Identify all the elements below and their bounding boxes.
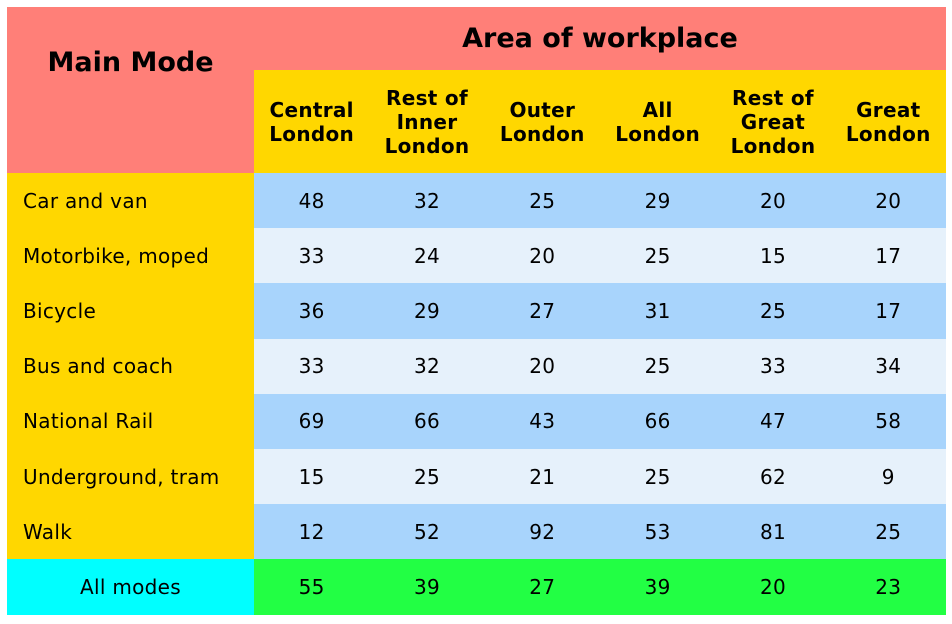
table-cell: 43 [484, 393, 600, 449]
data-table: Main Mode Area of workplace Central Lond… [7, 7, 946, 615]
table-cell: 25 [830, 504, 946, 560]
table-cell: 62 [715, 449, 831, 505]
table-cell: 33 [715, 338, 831, 394]
table-cell: 17 [830, 283, 946, 339]
table-cell: 17 [830, 228, 946, 284]
table-cell: 25 [715, 283, 831, 339]
row-label: Motorbike, moped [7, 228, 254, 284]
table-cell: 33 [254, 228, 370, 284]
total-cell: 23 [830, 559, 946, 615]
column-header: Rest of Inner London [369, 70, 485, 173]
table-cell: 20 [715, 173, 831, 229]
total-row-label: All modes [7, 559, 254, 615]
table-cell: 36 [254, 283, 370, 339]
table-cell: 33 [254, 338, 370, 394]
table-cell: 32 [369, 173, 485, 229]
table-cell: 29 [369, 283, 485, 339]
corner-label: Main Mode [47, 46, 214, 78]
table-cell: 69 [254, 393, 370, 449]
column-header: Great London [830, 70, 946, 173]
table-cell: 53 [599, 504, 716, 560]
row-label: Bicycle [7, 283, 254, 339]
total-cell: 55 [254, 559, 370, 615]
table-cell: 12 [254, 504, 370, 560]
total-cell: 20 [715, 559, 831, 615]
table-cell: 20 [830, 173, 946, 229]
table-cell: 9 [830, 449, 946, 505]
table-cell: 92 [484, 504, 600, 560]
table-cell: 32 [369, 338, 485, 394]
table-cell: 15 [715, 228, 831, 284]
table-cell: 25 [599, 338, 716, 394]
corner-header: Main Mode [7, 7, 254, 173]
table-cell: 15 [254, 449, 370, 505]
total-cell: 39 [599, 559, 716, 615]
group-header: Area of workplace [254, 7, 946, 70]
table-cell: 20 [484, 228, 600, 284]
row-label: Walk [7, 504, 254, 560]
table-cell: 52 [369, 504, 485, 560]
table-cell: 48 [254, 173, 370, 229]
table-cell: 31 [599, 283, 716, 339]
column-header: All London [599, 70, 716, 173]
table-cell: 29 [599, 173, 716, 229]
table-cell: 25 [599, 228, 716, 284]
table-cell: 24 [369, 228, 485, 284]
row-label: Car and van [7, 173, 254, 229]
row-label: Bus and coach [7, 338, 254, 394]
column-header: Rest of Great London [715, 70, 831, 173]
table-cell: 27 [484, 283, 600, 339]
table-cell: 34 [830, 338, 946, 394]
table-cell: 25 [369, 449, 485, 505]
table-cell: 25 [599, 449, 716, 505]
table-cell: 20 [484, 338, 600, 394]
column-header: Central London [254, 70, 370, 173]
column-header: Outer London [484, 70, 600, 173]
row-label: National Rail [7, 393, 254, 449]
table-cell: 66 [369, 393, 485, 449]
table-cell: 81 [715, 504, 831, 560]
table-cell: 66 [599, 393, 716, 449]
total-cell: 39 [369, 559, 485, 615]
table-cell: 58 [830, 393, 946, 449]
table-cell: 21 [484, 449, 600, 505]
table-cell: 47 [715, 393, 831, 449]
table-cell: 25 [484, 173, 600, 229]
row-label: Underground, tram [7, 449, 254, 505]
total-cell: 27 [484, 559, 600, 615]
